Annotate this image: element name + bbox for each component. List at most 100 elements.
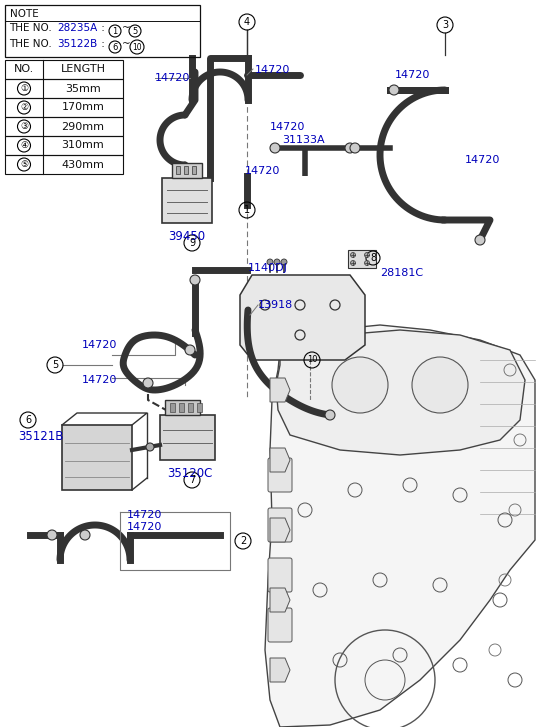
- Bar: [348, 250, 376, 268]
- Text: 39450: 39450: [168, 230, 205, 243]
- Text: 28235A: 28235A: [57, 23, 97, 33]
- Text: 14720: 14720: [245, 166, 280, 176]
- Polygon shape: [265, 325, 535, 727]
- Text: THE NO.: THE NO.: [9, 39, 55, 49]
- Polygon shape: [270, 658, 290, 682]
- Circle shape: [270, 143, 280, 153]
- Text: 31133A: 31133A: [282, 135, 324, 145]
- Text: 14720: 14720: [82, 375, 117, 385]
- Bar: [188, 403, 193, 412]
- FancyBboxPatch shape: [268, 458, 292, 492]
- Text: 2: 2: [240, 536, 246, 546]
- Text: 290mm: 290mm: [61, 121, 104, 132]
- Text: ③: ③: [20, 122, 28, 131]
- Polygon shape: [270, 588, 290, 612]
- Text: 3: 3: [442, 20, 448, 30]
- Text: 8: 8: [370, 253, 376, 263]
- Text: 1: 1: [244, 205, 250, 215]
- Bar: [5, 79, 123, 98]
- Bar: [192, 166, 196, 174]
- Bar: [62, 425, 132, 490]
- Text: 14720: 14720: [127, 510, 162, 520]
- Text: 310mm: 310mm: [62, 140, 104, 150]
- Circle shape: [365, 260, 370, 265]
- Text: 9: 9: [189, 238, 195, 248]
- Text: 10: 10: [307, 356, 317, 364]
- Polygon shape: [240, 275, 365, 360]
- FancyBboxPatch shape: [268, 508, 292, 542]
- Circle shape: [350, 143, 360, 153]
- Text: 35mm: 35mm: [65, 84, 101, 94]
- Circle shape: [475, 235, 485, 245]
- Circle shape: [350, 260, 356, 265]
- FancyBboxPatch shape: [268, 558, 292, 592]
- Circle shape: [274, 259, 280, 265]
- Bar: [172, 163, 202, 178]
- Text: 6: 6: [112, 42, 118, 52]
- Circle shape: [190, 275, 200, 285]
- Polygon shape: [270, 448, 290, 472]
- Text: 14720: 14720: [270, 122, 306, 132]
- Text: 14720: 14720: [82, 340, 117, 350]
- Bar: [160, 415, 215, 460]
- Polygon shape: [270, 378, 290, 402]
- Text: 14720: 14720: [155, 73, 190, 83]
- Bar: [176, 166, 180, 174]
- Bar: [5, 5, 200, 57]
- Polygon shape: [270, 518, 290, 542]
- Circle shape: [47, 530, 57, 540]
- Text: 6: 6: [25, 415, 31, 425]
- Bar: [184, 166, 188, 174]
- Text: 10: 10: [132, 42, 142, 52]
- Text: 28181C: 28181C: [380, 268, 423, 278]
- Polygon shape: [276, 330, 525, 455]
- Text: 14720: 14720: [395, 70, 430, 80]
- Circle shape: [365, 252, 370, 257]
- Text: :: :: [98, 23, 108, 33]
- Bar: [5, 155, 123, 174]
- Circle shape: [350, 252, 356, 257]
- FancyBboxPatch shape: [268, 608, 292, 642]
- Bar: [165, 400, 200, 415]
- Text: ④: ④: [20, 141, 28, 150]
- Text: 14720: 14720: [127, 522, 162, 532]
- Text: NOTE: NOTE: [10, 9, 39, 19]
- Circle shape: [345, 143, 355, 153]
- Bar: [5, 98, 123, 117]
- Text: 35122B: 35122B: [57, 39, 97, 49]
- Text: NO.: NO.: [14, 65, 34, 74]
- Circle shape: [332, 357, 388, 413]
- Text: 170mm: 170mm: [61, 103, 104, 113]
- Circle shape: [143, 378, 153, 388]
- Bar: [170, 403, 175, 412]
- Circle shape: [146, 443, 154, 451]
- Bar: [162, 178, 212, 223]
- Text: 5: 5: [132, 26, 138, 36]
- Text: 1140DJ: 1140DJ: [248, 263, 288, 273]
- Text: ②: ②: [20, 103, 28, 112]
- Circle shape: [267, 259, 273, 265]
- Circle shape: [281, 259, 287, 265]
- Circle shape: [185, 345, 195, 355]
- Circle shape: [389, 85, 399, 95]
- Text: 7: 7: [189, 475, 195, 485]
- Text: ~: ~: [122, 39, 131, 49]
- Bar: [5, 60, 123, 79]
- Text: 5: 5: [52, 360, 58, 370]
- Text: 14720: 14720: [255, 65, 291, 75]
- Text: ①: ①: [20, 84, 28, 93]
- Text: ~: ~: [122, 23, 131, 33]
- Bar: [5, 117, 123, 136]
- Text: LENGTH: LENGTH: [60, 65, 105, 74]
- Circle shape: [80, 530, 90, 540]
- Circle shape: [412, 357, 468, 413]
- Text: 430mm: 430mm: [61, 159, 104, 169]
- Bar: [179, 403, 184, 412]
- Text: 4: 4: [244, 17, 250, 27]
- Text: THE NO.: THE NO.: [9, 23, 55, 33]
- Text: 35121B: 35121B: [18, 430, 63, 443]
- Text: 14720: 14720: [465, 155, 500, 165]
- Text: ⑤: ⑤: [20, 160, 28, 169]
- Bar: [5, 136, 123, 155]
- Circle shape: [325, 410, 335, 420]
